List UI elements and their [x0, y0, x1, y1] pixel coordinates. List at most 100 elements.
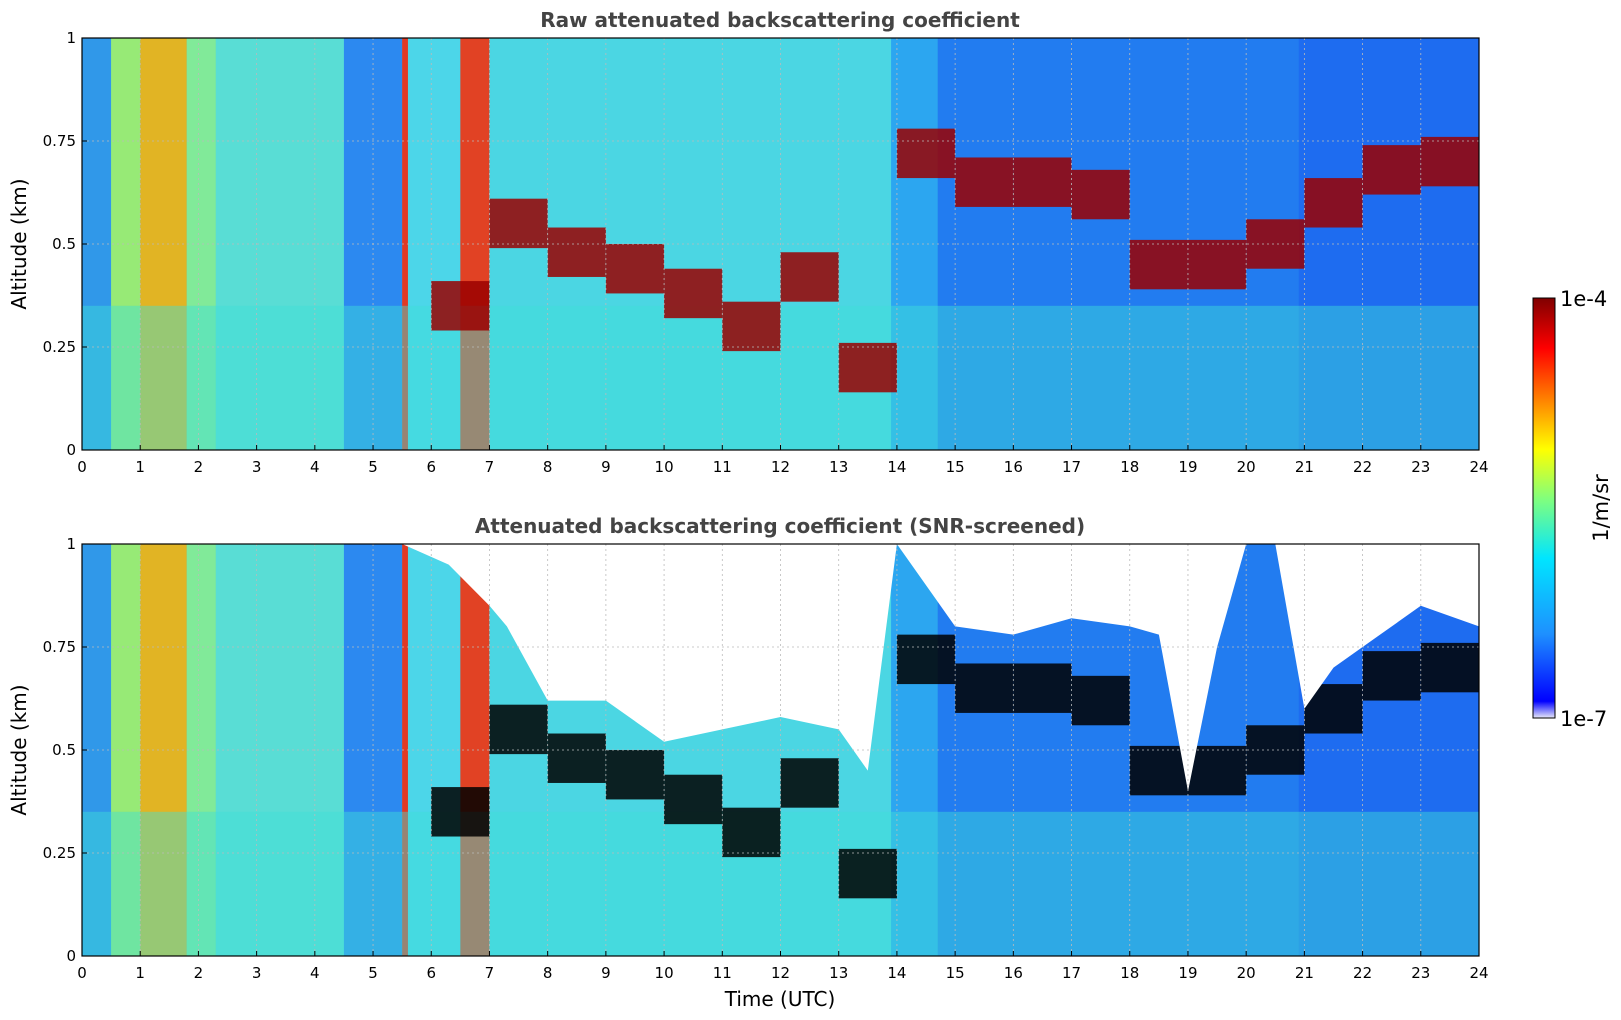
x-tick-label: 4: [310, 458, 320, 476]
x-tick-label: 23: [1411, 458, 1430, 476]
x-tick-label: 15: [946, 964, 965, 982]
x-tick-label: 24: [1469, 964, 1488, 982]
x-tick-label: 5: [368, 458, 378, 476]
y-axis: 0 0.25 0.5 0.75 1: [43, 29, 87, 459]
y-tick-label: 0: [66, 947, 76, 965]
y-axis-label: Altitude (km): [7, 178, 31, 309]
y-tick-label: 1: [66, 535, 76, 553]
x-tick-label: 8: [543, 458, 553, 476]
x-tick-label: 13: [829, 458, 848, 476]
cloud-layer: [664, 268, 723, 319]
x-tick-label: 2: [194, 964, 204, 982]
x-tick-label: 8: [543, 964, 553, 982]
x-tick-label: 2: [194, 458, 204, 476]
cloud-layer: [1129, 239, 1188, 290]
y-tick-label: 0: [66, 441, 76, 459]
cloud-layer: [1013, 663, 1072, 713]
x-tick-label: 3: [252, 964, 262, 982]
panel-screened: Attenuated backscattering coefficient (S…: [7, 514, 1489, 1011]
time-band: [186, 544, 216, 956]
cloud-layer: [955, 663, 1014, 713]
time-band: [186, 38, 216, 450]
cloud-layer: [664, 774, 723, 825]
cloud-layer: [605, 244, 665, 294]
x-tick-label: 23: [1411, 964, 1430, 982]
x-tick-label: 7: [485, 458, 495, 476]
cloud-layer: [1420, 642, 1479, 693]
y-axis: 0 0.25 0.5 0.75 1: [43, 535, 87, 965]
cloud-layer: [1246, 219, 1305, 269]
cloud-layer: [1246, 725, 1305, 775]
cloud-layer: [896, 634, 956, 685]
cloud-layer: [896, 128, 956, 179]
x-tick-label: 1: [135, 964, 145, 982]
cloud-layer: [838, 342, 897, 393]
time-band: [460, 38, 490, 450]
cloud-layer: [547, 227, 606, 277]
x-tick-label: 4: [310, 964, 320, 982]
x-tick-label: 17: [1062, 964, 1081, 982]
x-tick-label: 0: [77, 458, 87, 476]
cloud-layer: [489, 704, 548, 755]
colorbar-max-label: 1e-4: [1560, 287, 1607, 311]
colorbar-unit-label: 1/m/sr: [1589, 474, 1613, 542]
x-axis-label: Time (UTC): [724, 987, 836, 1011]
y-tick-label: 0.5: [52, 235, 76, 253]
cloud-layer: [955, 157, 1014, 207]
x-tick-label: 15: [946, 458, 965, 476]
x-tick-label: 17: [1062, 458, 1081, 476]
cloud-layer: [547, 733, 606, 783]
cloud-layer: [431, 787, 490, 837]
cloud-layer: [1013, 157, 1072, 207]
cloud-layer: [780, 758, 839, 808]
cloud-layer: [1362, 651, 1421, 701]
cloud-layer: [1187, 745, 1247, 796]
x-tick-label: 12: [771, 458, 790, 476]
x-tick-label: 19: [1178, 458, 1197, 476]
cloud-layer: [431, 281, 490, 331]
time-band: [111, 38, 141, 450]
cloud-layer: [722, 807, 781, 858]
cloud-layer: [1420, 136, 1479, 187]
panel-title: Attenuated backscattering coefficient (S…: [475, 514, 1085, 538]
aerosol-layers: [431, 128, 1479, 393]
y-tick-label: 0.5: [52, 741, 76, 759]
time-band: [460, 544, 490, 956]
x-tick-label: 13: [829, 964, 848, 982]
time-band: [402, 544, 408, 956]
colorbar-min-label: 1e-7: [1560, 707, 1607, 731]
cloud-layer: [722, 301, 781, 352]
x-tick-label: 9: [601, 458, 611, 476]
x-tick-label: 16: [1004, 964, 1023, 982]
time-band: [407, 38, 461, 450]
y-tick-label: 0.25: [43, 844, 76, 862]
x-tick-label: 9: [601, 964, 611, 982]
x-tick-label: 5: [368, 964, 378, 982]
x-tick-label: 6: [426, 458, 436, 476]
panel-title: Raw attenuated backscattering coefficien…: [540, 8, 1020, 32]
x-tick-label: 10: [655, 964, 674, 982]
x-axis: 0 1 2 3 4 5 6 7 8 9 10 11 12 13 14 15 16 17 18 19 20 21 22 23 24: [77, 445, 1489, 476]
x-tick-label: 16: [1004, 458, 1023, 476]
x-tick-label: 24: [1469, 458, 1488, 476]
x-tick-label: 18: [1120, 964, 1139, 982]
cloud-layer: [1187, 239, 1247, 290]
y-tick-label: 1: [66, 29, 76, 47]
time-band: [407, 544, 461, 956]
colorbar-gradient: [1532, 297, 1556, 719]
x-tick-label: 22: [1353, 458, 1372, 476]
x-tick-label: 11: [713, 964, 732, 982]
grid-lines: [82, 38, 1479, 450]
cloud-layer: [1071, 675, 1130, 726]
x-tick-label: 10: [655, 458, 674, 476]
cloud-layer: [605, 750, 665, 800]
cloud-layer: [780, 252, 839, 302]
panel-raw: Raw attenuated backscattering coefficien…: [7, 8, 1489, 476]
x-axis: 0 1 2 3 4 5 6 7 8 9 10 11 12 13 14 15 16 17 18 19 20 21 22 23 24: [77, 951, 1489, 982]
x-tick-label: 3: [252, 458, 262, 476]
cloud-layer: [1129, 745, 1188, 796]
x-tick-label: 14: [887, 964, 906, 982]
time-band: [111, 544, 141, 956]
x-tick-label: 20: [1237, 458, 1256, 476]
